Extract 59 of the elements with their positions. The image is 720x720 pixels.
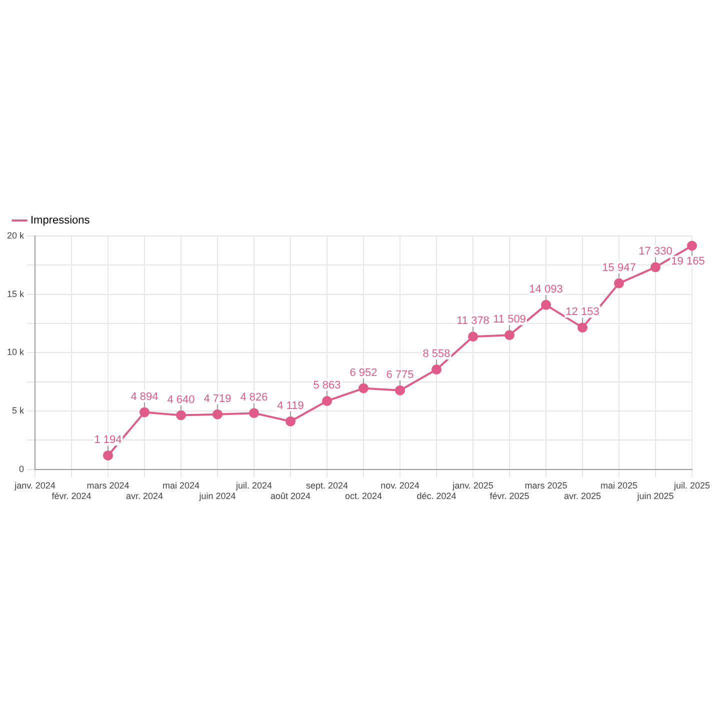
x-tick-label: juil. 2024 (234, 480, 272, 490)
point (249, 408, 260, 418)
data-label: 1 194 (94, 434, 122, 446)
x-tick-label: janv. 2025 (452, 480, 494, 490)
x-tick-label: mars 2025 (524, 480, 568, 490)
data-label: 4 119 (277, 400, 304, 412)
y-tick-label: 20 k (6, 230, 25, 240)
point (140, 407, 150, 418)
point (578, 322, 588, 333)
x-tick-label: janv. 2024 (14, 480, 56, 490)
point (212, 409, 223, 420)
data-label: 14 093 (529, 283, 563, 296)
data-label: 5 863 (313, 380, 341, 392)
point (650, 262, 660, 272)
data-label: 4 719 (204, 392, 232, 405)
point (358, 383, 369, 394)
data-label: 11 378 (456, 315, 490, 328)
x-tick-label: nov. 2024 (380, 480, 420, 490)
x-tick-label: oct. 2024 (344, 491, 382, 502)
y-tick-label: 10 k (6, 347, 25, 358)
data-label: 15 947 (602, 262, 636, 274)
point (395, 385, 406, 396)
data-label: 4 894 (130, 390, 158, 403)
data-label: 8 558 (422, 348, 450, 360)
data-label: 19 165 (671, 255, 705, 268)
x-tick-label: févr. 2024 (52, 491, 92, 502)
data-label: 17 330 (638, 246, 672, 258)
point (432, 364, 442, 375)
x-tick-label: déc. 2024 (416, 491, 456, 502)
x-tick-label: mai 2024 (162, 480, 200, 490)
legend-label: Impressions (30, 214, 90, 227)
point (322, 396, 332, 406)
y-tick-label: 15 k (6, 288, 25, 299)
point (103, 450, 114, 460)
data-label: 11 509 (493, 314, 526, 326)
x-tick-label: mars 2024 (86, 480, 130, 490)
y-tick-label: 5 k (12, 406, 24, 416)
x-tick-label: juin 2025 (636, 491, 674, 502)
x-tick-label: avr. 2025 (564, 491, 602, 502)
data-label: 6 952 (350, 366, 378, 379)
point (176, 410, 186, 420)
point (687, 240, 697, 251)
data-label: 6 775 (386, 368, 414, 381)
data-label: 4 640 (167, 394, 195, 406)
data-label: 12 153 (566, 306, 600, 318)
x-tick-label: avr. 2024 (126, 491, 164, 502)
point (468, 332, 478, 342)
x-tick-label: sept. 2024 (306, 480, 348, 490)
x-tick-label: juil. 2025 (672, 480, 710, 490)
point (286, 416, 296, 426)
x-tick-label: juin 2024 (198, 491, 236, 502)
point (504, 330, 515, 340)
x-tick-label: févr. 2025 (490, 491, 530, 502)
point (614, 278, 624, 288)
x-tick-label: mai 2025 (600, 480, 638, 490)
point (541, 300, 552, 310)
data-label: 4 826 (240, 392, 268, 404)
y-tick-label: 0 (18, 464, 24, 474)
x-tick-label: août 2024 (270, 491, 311, 502)
